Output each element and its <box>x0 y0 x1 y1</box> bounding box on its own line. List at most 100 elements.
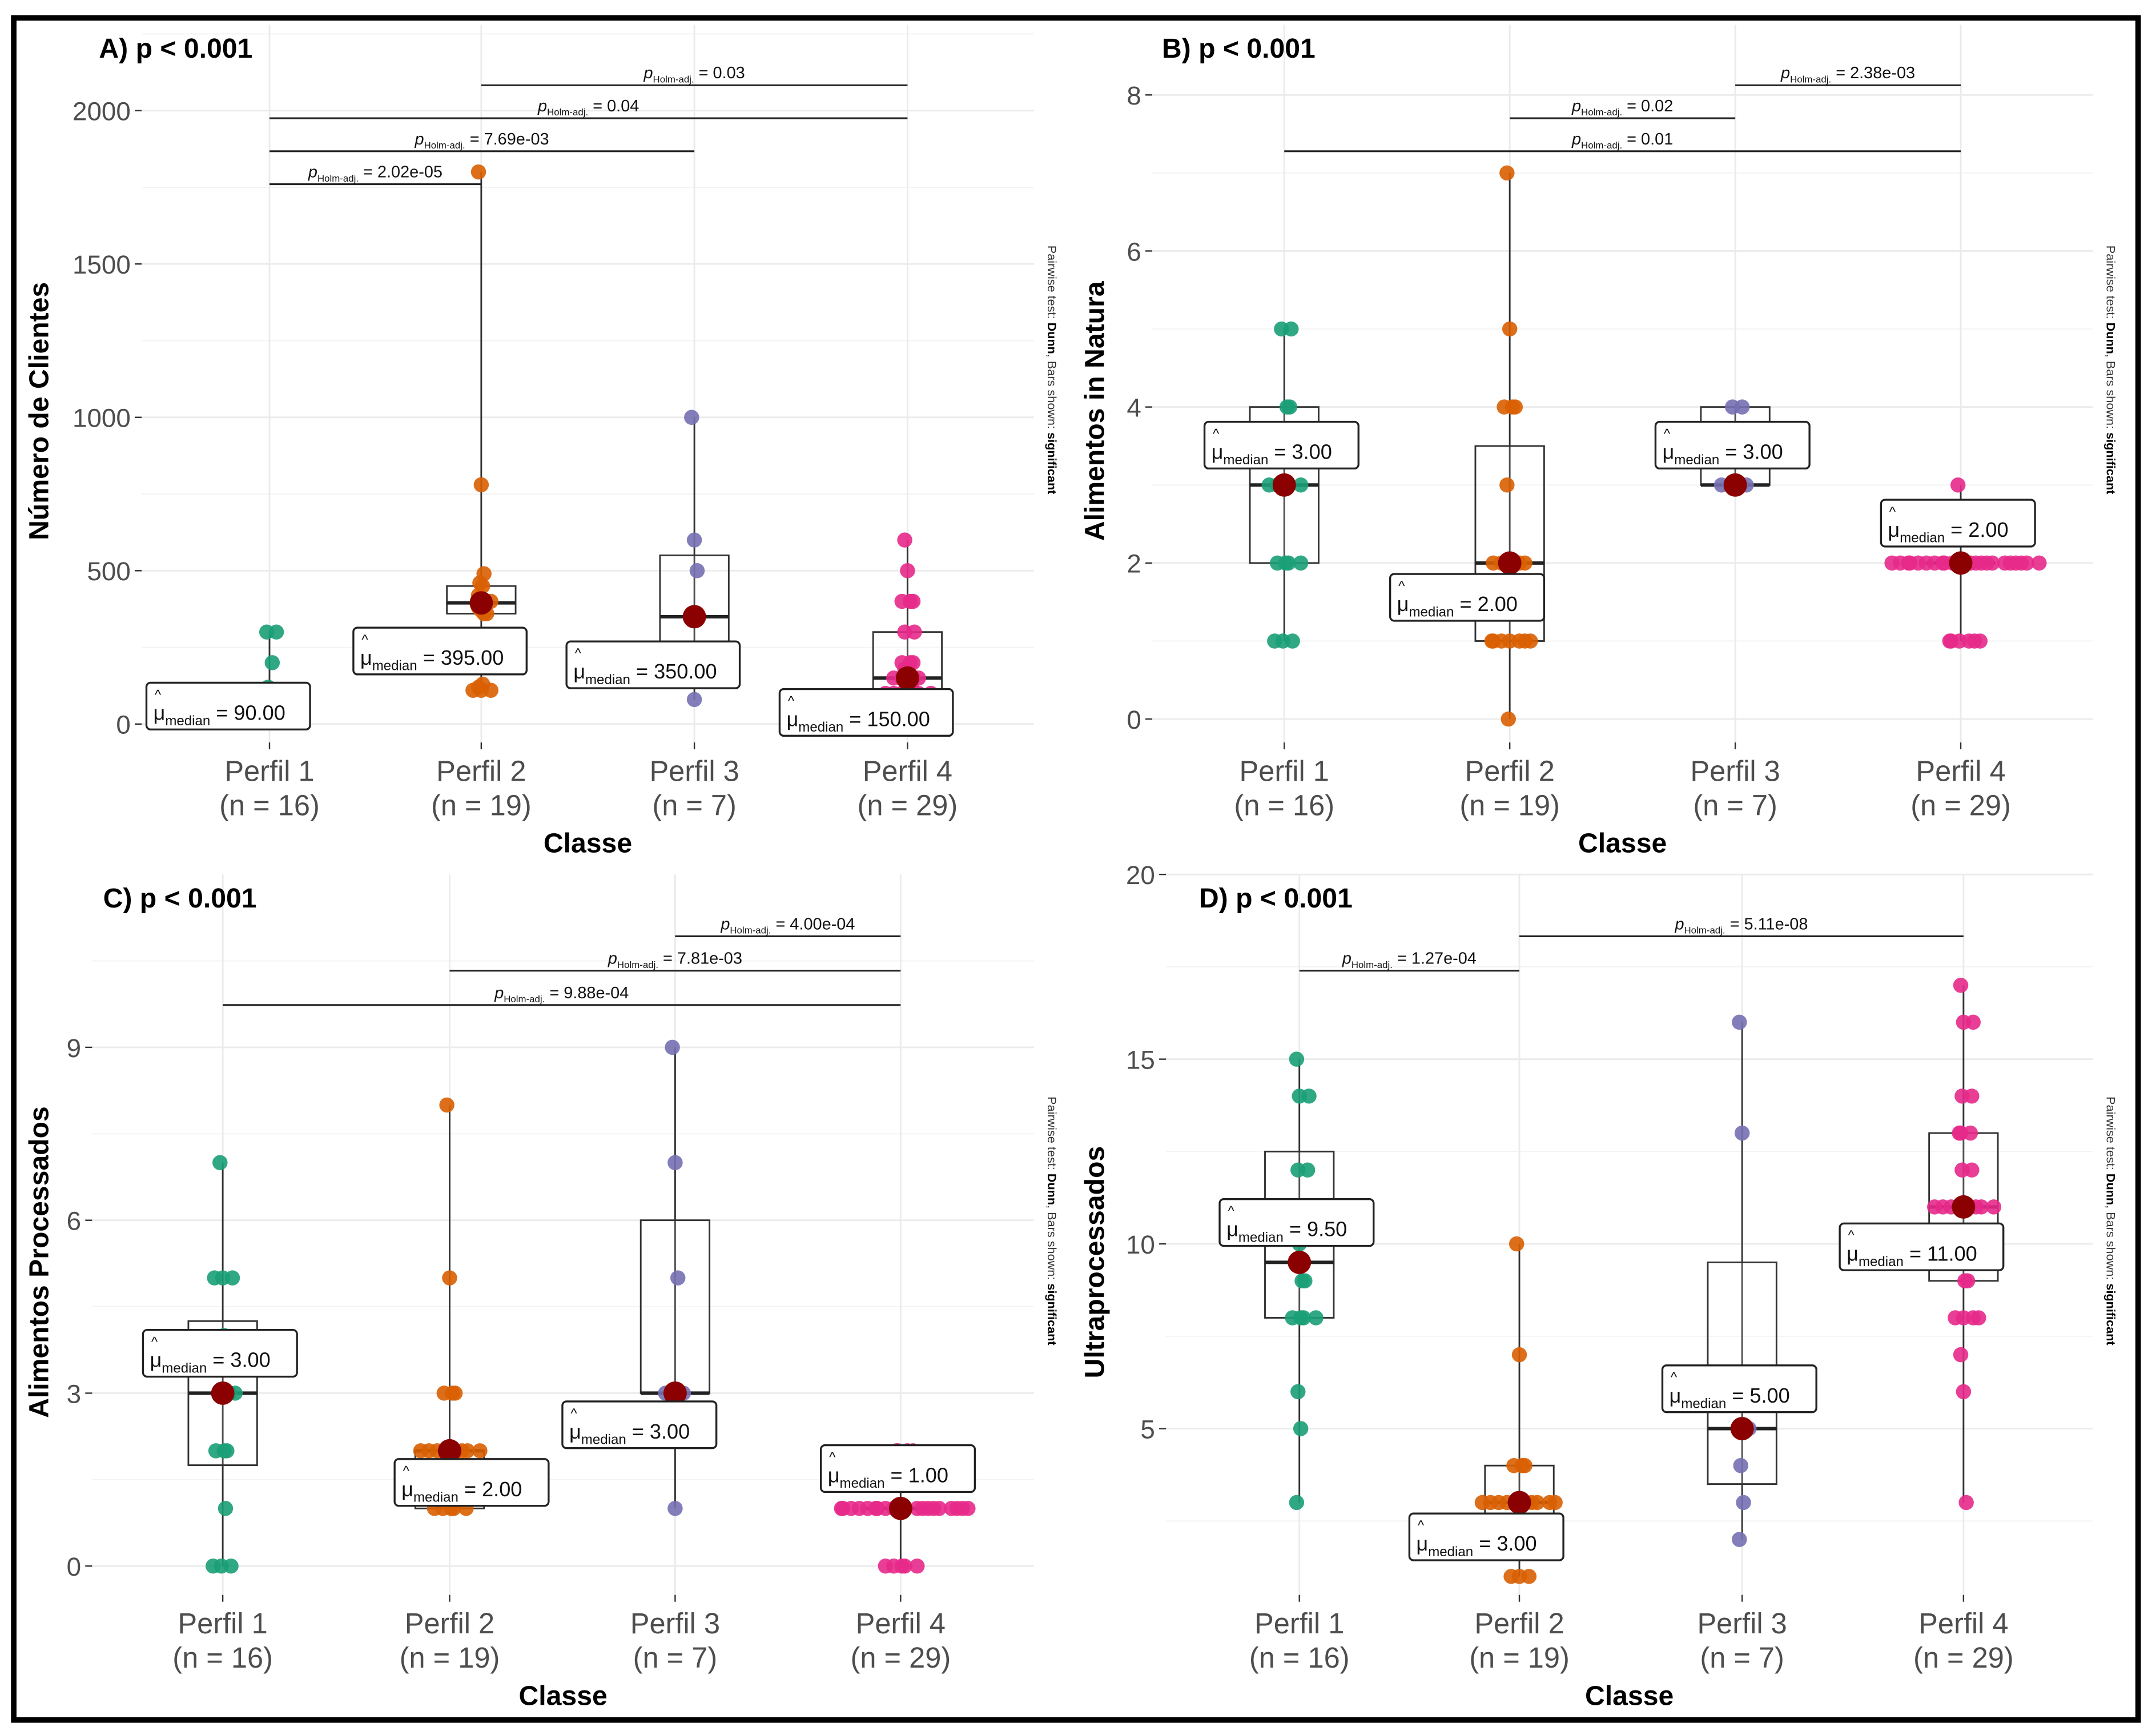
median-point <box>1952 1195 1976 1219</box>
p-subscript: Holm-adj. <box>1351 959 1393 970</box>
data-point <box>1942 633 1958 649</box>
p-value: = 5.11e-08 <box>1725 915 1808 933</box>
data-point <box>1289 1051 1305 1067</box>
median-subscript: median <box>585 672 630 688</box>
data-point <box>1511 1347 1527 1363</box>
x-tick-n-label: (n = 16) <box>172 1641 273 1674</box>
y-tick-label: 6 <box>1127 237 1141 266</box>
group-3: ^μmedian = 350.00 <box>565 409 741 708</box>
p-subscript: Holm-adj. <box>1581 107 1622 118</box>
pairwise-caption: Pairwise test: Dunn, Bars shown: signifi… <box>2103 246 2118 495</box>
data-point <box>1960 1273 1976 1289</box>
median-value: = 2.00 <box>1945 518 2008 541</box>
hat-symbol: ^ <box>829 1449 836 1465</box>
data-point <box>268 624 284 640</box>
hat-symbol: ^ <box>403 1464 410 1479</box>
x-tick-label: Perfil 2 <box>1474 1607 1564 1640</box>
median-point <box>1730 1417 1754 1441</box>
p-symbol: p <box>720 915 730 933</box>
significance-label: pHolm-adj. = 0.02 <box>1571 97 1673 118</box>
data-point <box>1950 477 1966 493</box>
data-point <box>1523 633 1538 649</box>
data-point <box>1285 1310 1300 1326</box>
data-point <box>413 1443 429 1459</box>
data-point <box>1300 1162 1316 1178</box>
data-point <box>460 1443 476 1459</box>
mu-symbol: μ <box>1888 518 1900 541</box>
significance-bar: pHolm-adj. = 0.01 <box>1284 130 1961 152</box>
p-symbol: p <box>608 950 617 968</box>
x-tick-label: Perfil 2 <box>405 1607 494 1640</box>
x-axis-title: Classe <box>519 1680 608 1711</box>
data-point <box>1521 1569 1537 1584</box>
data-point <box>264 655 280 670</box>
x-tick-label: Perfil 2 <box>1465 754 1554 787</box>
panel-b: 0 2 4 6 8 Alimentos in Natura Perfil 1(n = 16)… <box>1080 25 2118 859</box>
median-subscript: median <box>1409 605 1454 620</box>
median-point <box>469 591 493 615</box>
data-point <box>1282 399 1298 415</box>
p-symbol: p <box>1780 64 1790 82</box>
y-tick-label: 1000 <box>73 404 131 433</box>
significance-label: pHolm-adj. = 2.02e-05 <box>308 163 443 184</box>
group-2: ^μmedian = 395.00 <box>352 164 528 698</box>
p-value: = 9.88e-04 <box>545 984 629 1002</box>
median-label: ^μmedian = 2.00 <box>1389 573 1546 622</box>
pairwise-caption: Pairwise test: Dunn, Bars shown: signifi… <box>1045 1097 1059 1346</box>
median-label-text: μmedian = 2.00 <box>1888 518 2008 546</box>
y-tick-label: 15 <box>1126 1045 1155 1074</box>
y-tick-label: 10 <box>1126 1230 1155 1259</box>
median-subscript: median <box>840 1476 885 1491</box>
data-point <box>1290 1384 1306 1400</box>
panel-title: D) p < 0.001 <box>1199 883 1353 914</box>
x-tick-n-label: (n = 29) <box>1913 1641 2014 1674</box>
data-point <box>1985 555 2000 571</box>
mu-symbol: μ <box>1662 440 1674 464</box>
group-1: ^μmedian = 3.00 <box>142 1155 298 1574</box>
p-value: = 2.38e-03 <box>1831 64 1915 82</box>
y-axis-title: Ultraprocessados <box>1080 1146 1111 1379</box>
median-value: = 1.00 <box>884 1464 948 1487</box>
median-value: = 5.00 <box>1726 1384 1789 1407</box>
hat-symbol: ^ <box>155 687 162 702</box>
y-tick-label: 500 <box>87 557 130 586</box>
x-tick-label: Perfil 4 <box>1916 754 2005 787</box>
data-point <box>900 563 915 579</box>
p-subscript: Holm-adj. <box>1684 925 1725 936</box>
x-tick-label: Perfil 3 <box>1697 1607 1787 1640</box>
data-point <box>1958 1495 1974 1511</box>
median-label: ^μmedian = 11.00 <box>1839 1222 2005 1271</box>
significance-bar: pHolm-adj. = 0.03 <box>481 64 908 86</box>
group-4: ^μmedian = 11.00 <box>1839 977 2005 1511</box>
data-point <box>1474 1495 1490 1511</box>
median-value: = 3.00 <box>1268 440 1332 464</box>
data-point <box>667 1155 683 1170</box>
data-point <box>1964 1162 1980 1178</box>
caption-bars: significant <box>1045 1283 1059 1345</box>
p-subscript: Holm-adj. <box>653 74 694 85</box>
caption-test: Dunn <box>2103 323 2118 354</box>
data-point <box>907 624 922 640</box>
x-tick-n-label: (n = 16) <box>1234 789 1334 822</box>
median-value: = 2.00 <box>1454 592 1517 616</box>
hat-symbol: ^ <box>570 1406 577 1421</box>
caption-test: Dunn <box>1045 1174 1059 1205</box>
median-label-box <box>819 1444 976 1493</box>
data-point <box>1297 1273 1313 1289</box>
group-2: ^μmedian = 3.00 <box>1408 1236 1564 1584</box>
p-symbol: p <box>537 97 547 115</box>
caption-prefix: Pairwise test: <box>2103 246 2118 323</box>
data-point <box>1499 477 1515 493</box>
group-2: ^μmedian = 2.00 <box>393 1097 550 1516</box>
data-point <box>1497 399 1512 415</box>
significance-bar: pHolm-adj. = 1.27e-04 <box>1299 950 1520 972</box>
hat-symbol: ^ <box>151 1335 158 1350</box>
median-label-text: μmedian = 395.00 <box>360 646 504 674</box>
x-tick-label: Perfil 2 <box>436 754 526 787</box>
p-subscript: Holm-adj. <box>1790 74 1831 85</box>
mu-symbol: μ <box>1397 592 1409 616</box>
data-point <box>670 1270 686 1286</box>
y-tick-label: 4 <box>1127 393 1141 423</box>
median-point <box>1498 551 1522 575</box>
mu-symbol: μ <box>1670 1384 1682 1407</box>
